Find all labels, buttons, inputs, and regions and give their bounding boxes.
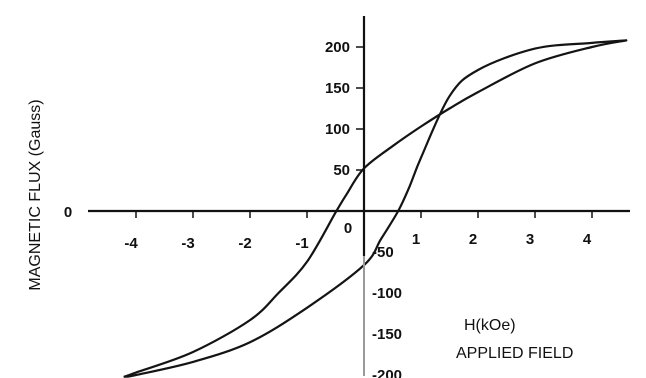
y-tick-label: 50 <box>333 162 350 179</box>
y-tick-label: 150 <box>325 80 350 97</box>
y-tick-label: 100 <box>325 121 350 138</box>
x-tick-label: 0 <box>344 220 352 237</box>
x-tick-label: -4 <box>124 235 138 252</box>
origin-label: 0 <box>64 204 72 221</box>
x-axis-label-name: APPLIED FIELD <box>456 345 573 362</box>
y-axis-label: MAGNETIC FLUX (Gauss) <box>27 99 44 290</box>
x-tick-label: -3 <box>181 235 194 252</box>
x-axis-label-unit: H(kOe) <box>464 317 516 334</box>
y-tick-label: -100 <box>372 285 402 302</box>
y-tick-label: -200 <box>372 367 402 378</box>
tick-labels-layer: -4 -3 -2 -1 0 1 2 3 4 200 150 100 50 -50 -100 -150 -200 0 <box>64 39 592 378</box>
y-tick-label: 200 <box>325 39 350 56</box>
x-tick-label: 4 <box>583 231 592 248</box>
y-tick-label: -50 <box>372 244 394 261</box>
y-tick-label: -150 <box>372 326 402 343</box>
axes-layer <box>88 16 630 376</box>
x-tick-label: 1 <box>412 231 420 248</box>
hysteresis-branch-descending <box>123 39 628 378</box>
x-tick-label: 3 <box>526 231 534 248</box>
x-tick-label: -2 <box>238 235 251 252</box>
x-tick-label: 2 <box>469 231 477 248</box>
x-tick-label: -1 <box>295 235 308 252</box>
